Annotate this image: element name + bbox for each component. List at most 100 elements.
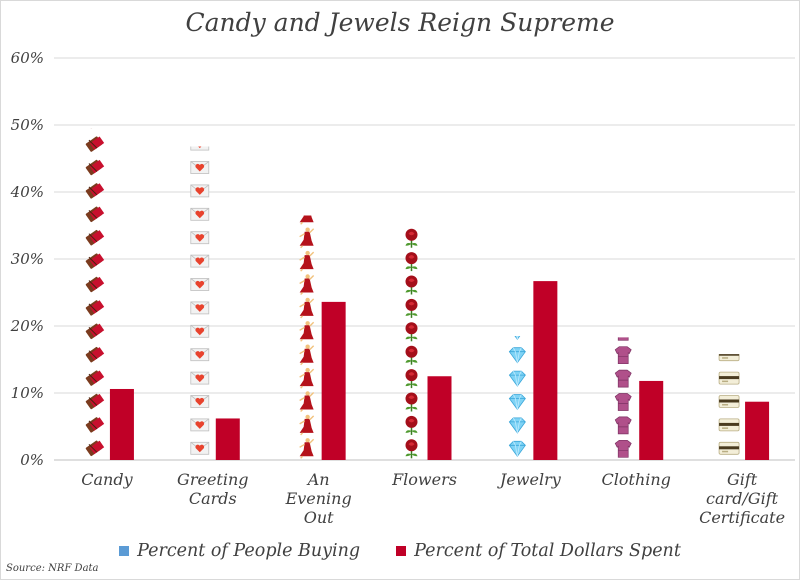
rose-icon xyxy=(406,205,418,224)
legend: Percent of People Buying Percent of Tota… xyxy=(0,539,800,563)
gem-icon xyxy=(508,417,526,434)
love-letter-icon xyxy=(190,418,210,432)
gift-card-icon xyxy=(718,395,740,408)
chocolate-bar-icon xyxy=(84,229,105,247)
gift-card-icon xyxy=(718,354,740,362)
dancer-icon xyxy=(298,437,315,459)
gem-icon xyxy=(508,336,526,340)
love-letter-icon xyxy=(190,301,210,315)
chocolate-bar-icon xyxy=(84,299,105,317)
love-letter-icon xyxy=(190,231,210,245)
rose-icon xyxy=(404,438,419,460)
rose-icon xyxy=(404,298,419,319)
love-letter-icon xyxy=(190,441,210,455)
bar-dollars-spent xyxy=(533,281,558,460)
y-tick-label: 40% xyxy=(10,183,44,201)
rose-icon xyxy=(404,228,419,249)
gem-icon xyxy=(508,394,526,410)
gift-card-icon xyxy=(718,441,740,455)
gift-card-icon xyxy=(718,371,740,385)
gem-icon xyxy=(508,370,526,387)
love-letter-icon xyxy=(190,161,210,174)
legend-item-people-buying: Percent of People Buying xyxy=(119,539,360,563)
x-category-label: Clothing xyxy=(602,470,671,489)
y-tick-label: 30% xyxy=(11,250,44,268)
bar-dollars-spent xyxy=(321,301,346,460)
y-tick-label: 0% xyxy=(20,451,44,469)
legend-item-dollars-spent: Percent of Total Dollars Spent xyxy=(396,539,681,563)
rose-icon xyxy=(404,368,419,389)
chocolate-bar-icon xyxy=(84,275,105,294)
x-category-label: Jewelry xyxy=(497,470,562,489)
legend-label-dollars-spent: Percent of Total Dollars Spent xyxy=(414,541,681,561)
pictograph-bar-greeting-cards xyxy=(190,146,210,455)
rose-icon xyxy=(404,415,419,436)
shirt-icon xyxy=(614,393,632,411)
shirt-icon xyxy=(614,346,632,365)
y-tick-label: 50% xyxy=(11,116,44,134)
x-category-label: Flowers xyxy=(391,470,457,489)
x-category-label: Candy xyxy=(81,470,133,489)
bar-dollars-spent xyxy=(427,376,452,460)
chocolate-bar-icon xyxy=(84,205,105,223)
bar-dollars-spent xyxy=(745,401,770,460)
love-letter-icon xyxy=(190,371,210,385)
chart-title: Candy and Jewels Reign Supreme xyxy=(185,8,615,37)
shirt-icon xyxy=(614,439,632,458)
source-note: Source: NRF Data xyxy=(6,563,99,574)
y-tick-label: 20% xyxy=(10,317,44,335)
pictograph-bar-an-evening-out xyxy=(298,215,315,459)
rose-icon xyxy=(404,251,419,272)
gem-icon xyxy=(508,440,526,457)
chocolate-bar-icon xyxy=(84,135,105,153)
pictograph-bar-jewelry xyxy=(508,336,526,457)
rose-icon xyxy=(404,321,419,343)
legend-swatch-people-buying xyxy=(119,546,130,556)
chocolate-bar-icon xyxy=(84,252,105,270)
chocolate-bar-icon xyxy=(84,416,105,434)
dancer-icon xyxy=(298,226,315,249)
bar-dollars-spent xyxy=(215,418,240,460)
legend-swatch-dollars-spent xyxy=(396,546,407,556)
rose-icon xyxy=(404,344,419,366)
gem-icon xyxy=(508,347,526,364)
dancer-icon xyxy=(298,367,315,389)
dancer-icon xyxy=(298,320,315,342)
love-letter-icon xyxy=(190,184,210,198)
love-letter-icon xyxy=(190,254,210,268)
shirt-icon xyxy=(614,369,632,388)
x-category-label: An Evening Out xyxy=(285,470,352,527)
legend-label-people-buying: Percent of People Buying xyxy=(137,541,361,561)
y-tick-label: 10% xyxy=(11,384,44,402)
love-letter-icon xyxy=(190,278,210,291)
gift-card-icon xyxy=(718,418,740,432)
chocolate-bar-icon xyxy=(84,346,105,364)
love-letter-icon xyxy=(190,324,210,338)
love-letter-icon xyxy=(190,395,210,408)
x-category-label: Greeting Cards xyxy=(177,470,248,508)
love-letter-icon xyxy=(190,348,210,362)
love-letter-icon xyxy=(190,146,210,151)
chocolate-bar-icon xyxy=(84,158,105,177)
gift-card-icon xyxy=(719,325,739,337)
chocolate-bar-icon xyxy=(84,128,105,130)
pictograph-bar-flowers xyxy=(404,205,419,460)
chocolate-bar-icon xyxy=(84,369,105,387)
chocolate-bar-icon xyxy=(84,392,105,411)
shirt-icon xyxy=(614,416,632,435)
love-letter-icon xyxy=(190,207,210,221)
x-category-label: Gift card/Gift Certificate xyxy=(699,470,785,527)
y-tick-label: 60% xyxy=(11,49,44,67)
chocolate-bar-icon xyxy=(84,182,105,200)
dancer-icon xyxy=(298,273,315,296)
pictograph-bar-gift-card-gift-certificate xyxy=(718,325,740,455)
pictograph-bar-candy xyxy=(84,128,105,457)
dancer-icon xyxy=(298,215,315,226)
rose-icon xyxy=(404,274,419,296)
dancer-icon xyxy=(298,390,315,413)
pictograph-bar-clothing xyxy=(614,337,632,458)
dancer-icon xyxy=(298,296,315,319)
chocolate-bar-icon xyxy=(84,439,105,457)
bar-dollars-spent xyxy=(109,388,134,460)
